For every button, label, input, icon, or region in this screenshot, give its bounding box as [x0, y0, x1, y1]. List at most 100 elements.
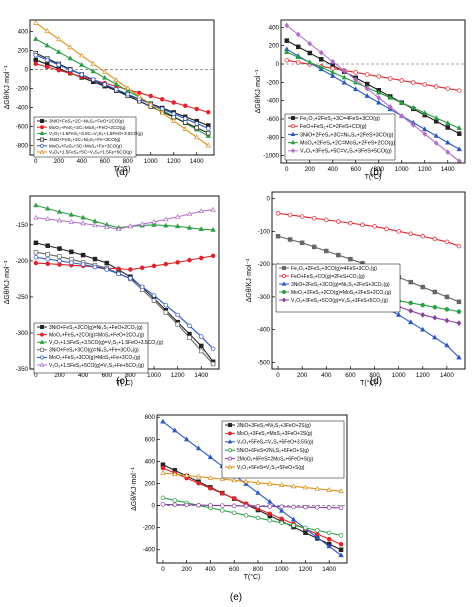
y-tick-label: 0 — [267, 196, 271, 203]
marker-diamond — [433, 140, 439, 146]
marker-triangle — [219, 476, 226, 481]
marker-circle — [279, 504, 284, 509]
y-tick-label: -200 — [258, 261, 271, 268]
marker-diamond — [290, 148, 296, 154]
y-tick-label: -200 — [16, 258, 29, 265]
y-tick-label: 200 — [269, 43, 280, 50]
legend-item: 3NiO+2FeS₂+3C=Ni₃S₂+2FeS+3CO(g) — [288, 131, 394, 138]
panel-caption: (c) — [116, 376, 128, 387]
legend-label: 3NiO+3FeS₂=Ni₃S₂+3FeO+2S(g) — [237, 423, 311, 429]
marker-square — [432, 289, 438, 295]
marker-circle — [57, 262, 62, 267]
series-line — [286, 51, 460, 129]
chart-panel-2: 0 200 400 600 800 1000 1200 1400 -1000 -800 -600 -4… — [255, 19, 466, 181]
legend-item: V₂O₃+5FeS₂=V₂S₃+5FeO+3.5S(g) — [225, 439, 314, 446]
legend-item: 3NiO+FeS₂+3CO(g)=Ni₃S₂+Fe+3CO₂(g) — [37, 348, 139, 354]
x-tick-label: 200 — [54, 372, 65, 379]
marker-triangle — [408, 319, 414, 325]
series-markers — [160, 470, 344, 494]
marker-triangle — [33, 20, 39, 25]
marker-triangle — [433, 115, 439, 120]
x-tick-label: 600 — [345, 372, 356, 379]
marker-triangle — [341, 74, 347, 80]
marker-square — [420, 284, 426, 290]
marker-circle — [187, 257, 192, 263]
y-tick-label: 200 — [145, 480, 156, 487]
marker-triangle — [45, 216, 51, 221]
marker-square — [151, 298, 157, 303]
legend-label: 2MoO₂+6FeS=2MoS₂+6FeO+S(g) — [237, 456, 313, 462]
marker-square — [296, 44, 301, 50]
marker-triangle — [113, 81, 119, 87]
marker-triangle — [90, 60, 96, 66]
marker-triangle — [456, 354, 462, 360]
y-tick-label: -250 — [16, 294, 29, 301]
marker-triangle — [113, 77, 119, 82]
marker-circle — [299, 214, 305, 219]
legend-item: V₂O₃+1.5FeS₂+3.5CO(g)=V₂S₃+1.5FeO+3.5CO₂… — [37, 339, 164, 346]
marker-circle — [444, 307, 450, 312]
legend-label: MoO₂+2FeS₂+2C=MoS₂+2FeS+2CO(g) — [300, 140, 395, 146]
x-tick-label: 400 — [328, 166, 339, 173]
marker-diamond — [410, 122, 416, 128]
series-line — [162, 421, 342, 556]
marker-circle — [220, 491, 225, 496]
marker-triangle — [314, 534, 321, 540]
marker-circle — [40, 332, 44, 337]
marker-triangle — [92, 222, 98, 228]
marker-triangle — [307, 59, 313, 65]
marker-circle — [267, 518, 273, 523]
marker-circle — [365, 72, 370, 77]
legend-label: 3NiO+FeS₂+3CO(g)=Ni₃S₂+Fe+3CO₂(g) — [49, 348, 139, 354]
marker-triangle — [290, 140, 296, 145]
marker-square — [199, 343, 204, 349]
marker-triangle — [227, 439, 233, 444]
marker-triangle — [183, 472, 190, 478]
marker-circle — [284, 58, 290, 63]
y-tick-label: -200 — [267, 79, 280, 86]
legend-label: V₂O₃+3FeS₂+5C=V₂S₃+3FeS+5CO(g) — [300, 149, 392, 155]
y-tick-label: 200 — [18, 47, 29, 54]
marker-triangle — [68, 219, 75, 224]
marker-circle — [148, 93, 154, 99]
marker-triangle — [387, 94, 393, 100]
marker-circle — [210, 253, 216, 259]
legend-label: Fe₂O₃+2FeS₂+3CO(g)=4FeS+3CO₂(g) — [291, 266, 377, 272]
legend-label: V₂O₃+1.5FeS₂+5CO(g)=V₂S₃+Fe+5CO₂(g) — [49, 363, 144, 369]
legend-item: FeO+FeS₂+C=2FeS+CO(g) — [288, 124, 367, 130]
marker-square — [319, 56, 324, 62]
x-tick-label: 1200 — [299, 566, 313, 573]
marker-square — [40, 119, 44, 123]
marker-square — [303, 530, 308, 535]
legend-label: 5NiO+6FeS=2Ni₃S₂+6FeO+S(g) — [237, 448, 309, 454]
marker-triangle — [79, 61, 85, 67]
marker-circle — [311, 215, 317, 221]
x-tick-label: 1400 — [190, 158, 204, 165]
x-tick-label: 200 — [297, 372, 308, 379]
marker-circle — [420, 234, 426, 239]
chart-panel-5: 0 200 400 600 800 1000 1200 1400 -400 -200 0 200 400… — [131, 414, 348, 603]
marker-circle — [399, 78, 405, 83]
marker-circle — [90, 77, 96, 82]
marker-circle — [175, 260, 180, 265]
marker-circle — [163, 302, 169, 308]
marker-square — [57, 246, 62, 251]
marker-circle — [171, 111, 177, 116]
x-tick-label: 1200 — [416, 372, 430, 379]
marker-triangle — [33, 214, 39, 220]
legend-label: MoO₂+FeS₂+3C=MoS₂+Fe+3CO(g) — [49, 143, 122, 148]
marker-triangle — [207, 474, 214, 480]
marker-circle — [151, 293, 157, 298]
marker-circle — [92, 264, 98, 270]
x-tick-label: 1200 — [167, 158, 181, 165]
marker-circle — [408, 231, 413, 237]
legend-label: FeO+FeS₂+CO(g)=2FeS+CO₂(g) — [291, 274, 365, 280]
marker-triangle — [44, 28, 50, 33]
marker-circle — [291, 124, 295, 129]
marker-circle — [445, 86, 451, 91]
marker-circle — [315, 528, 320, 533]
marker-triangle — [326, 487, 332, 492]
series-line — [162, 497, 342, 536]
marker-square — [348, 256, 353, 262]
y-tick-label: -400 — [143, 547, 156, 554]
